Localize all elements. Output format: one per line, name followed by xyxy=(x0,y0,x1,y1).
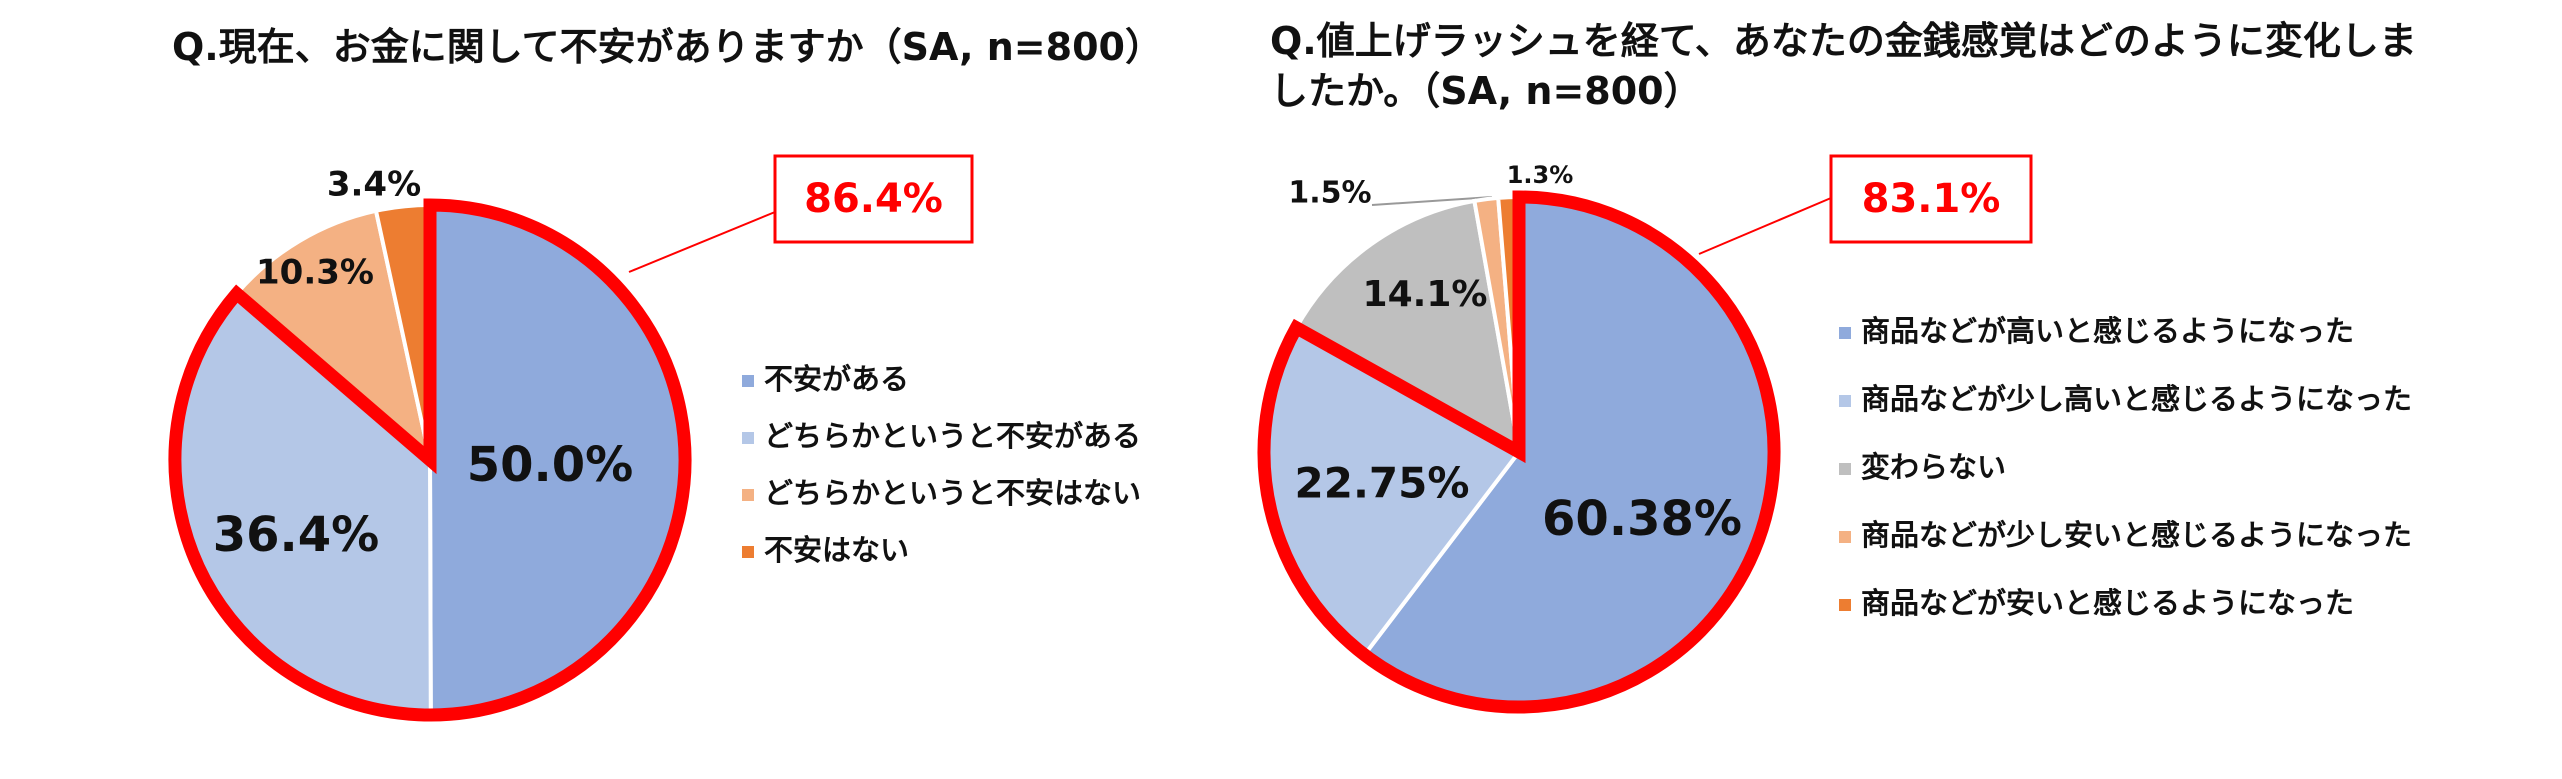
annotation-box xyxy=(773,154,974,244)
legend-label: 変わらない xyxy=(1861,450,2006,484)
legend-swatch xyxy=(1839,395,1851,407)
data-label: 10.3% xyxy=(256,253,374,293)
legend-swatch xyxy=(742,489,754,501)
legend-label: 商品などが安いと感じるようになった xyxy=(1861,586,2354,620)
data-label: 1.5% xyxy=(1288,176,1371,211)
label-leader xyxy=(1371,196,1493,206)
chart-title: Q.現在、お金に関して不安がありますか（SA, n=800） xyxy=(172,25,1163,69)
legend-swatch xyxy=(1839,463,1851,475)
pie-slice xyxy=(233,208,434,466)
legend-swatch xyxy=(742,375,754,387)
data-label: 50.0% xyxy=(467,437,634,493)
legend-swatch xyxy=(1839,599,1851,611)
data-label: 60.38% xyxy=(1542,491,1742,547)
legend-label: どちらかというと不安がある xyxy=(764,419,1141,453)
legend-swatch xyxy=(1839,531,1851,543)
legend-label: 不安はない xyxy=(764,533,909,567)
data-label: 1.3% xyxy=(1507,161,1574,189)
legend-label: 商品などが少し安いと感じるようになった xyxy=(1861,518,2412,552)
legend-label: どちらかというと不安はない xyxy=(764,476,1141,510)
legend-swatch xyxy=(742,546,754,558)
legend-swatch xyxy=(742,432,754,444)
annotation: 83.1% xyxy=(1862,176,2001,222)
annotation-leader xyxy=(1698,197,1832,255)
data-label: 3.4% xyxy=(327,165,421,205)
chart-title: Q.値上げラッシュを経て、あなたの金銭感覚はどのように変化しましたか。（SA, … xyxy=(1270,19,2417,113)
highlight-outline xyxy=(1257,190,1781,714)
annotation-box xyxy=(1829,154,2033,244)
highlight-outline xyxy=(168,198,692,722)
legend-label: 不安がある xyxy=(764,362,909,396)
data-label: 22.75% xyxy=(1295,459,1470,508)
legend-swatch xyxy=(1839,327,1851,339)
legend-label: 商品などが高いと感じるようになった xyxy=(1861,314,2354,348)
annotation: 86.4% xyxy=(804,176,943,222)
annotation-leader xyxy=(628,211,776,273)
pie-slice xyxy=(1293,198,1522,456)
legend-label: 商品などが少し高いと感じるようになった xyxy=(1861,382,2412,416)
data-label: 14.1% xyxy=(1363,274,1488,315)
data-label: 36.4% xyxy=(213,507,380,563)
